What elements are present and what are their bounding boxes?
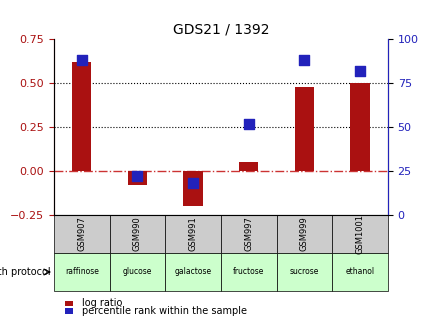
- Bar: [183, 171, 203, 206]
- FancyBboxPatch shape: [109, 215, 165, 253]
- FancyBboxPatch shape: [276, 253, 332, 291]
- FancyBboxPatch shape: [165, 253, 221, 291]
- Bar: [65, 308, 73, 314]
- Bar: [65, 301, 73, 306]
- Text: fructose: fructose: [233, 267, 264, 277]
- Point: [134, 174, 141, 179]
- FancyBboxPatch shape: [332, 253, 387, 291]
- Bar: [127, 171, 147, 185]
- Text: GSM907: GSM907: [77, 216, 86, 251]
- Text: log ratio: log ratio: [82, 299, 122, 308]
- Text: percentile rank within the sample: percentile rank within the sample: [82, 306, 246, 316]
- Point: [245, 121, 252, 126]
- Point: [356, 68, 362, 74]
- Text: GSM991: GSM991: [188, 216, 197, 251]
- FancyBboxPatch shape: [221, 215, 276, 253]
- Bar: [294, 87, 313, 171]
- FancyBboxPatch shape: [165, 215, 221, 253]
- Text: glucose: glucose: [123, 267, 152, 277]
- FancyBboxPatch shape: [276, 215, 332, 253]
- FancyBboxPatch shape: [54, 253, 109, 291]
- Text: GSM990: GSM990: [132, 216, 141, 251]
- Text: GSM1001: GSM1001: [355, 214, 364, 254]
- Text: raffinose: raffinose: [64, 267, 98, 277]
- Text: galactose: galactose: [174, 267, 211, 277]
- Bar: [350, 83, 369, 171]
- Bar: [238, 162, 258, 171]
- Text: growth protocol: growth protocol: [0, 267, 51, 277]
- FancyBboxPatch shape: [221, 253, 276, 291]
- Bar: [72, 62, 91, 171]
- Point: [78, 58, 85, 63]
- Text: GSM999: GSM999: [299, 216, 308, 251]
- FancyBboxPatch shape: [332, 215, 387, 253]
- Point: [189, 181, 196, 186]
- Text: GSM997: GSM997: [244, 216, 253, 251]
- FancyBboxPatch shape: [109, 253, 165, 291]
- Title: GDS21 / 1392: GDS21 / 1392: [172, 23, 268, 37]
- Text: sucrose: sucrose: [289, 267, 318, 277]
- Point: [300, 58, 307, 63]
- Text: ethanol: ethanol: [345, 267, 374, 277]
- FancyBboxPatch shape: [54, 215, 109, 253]
